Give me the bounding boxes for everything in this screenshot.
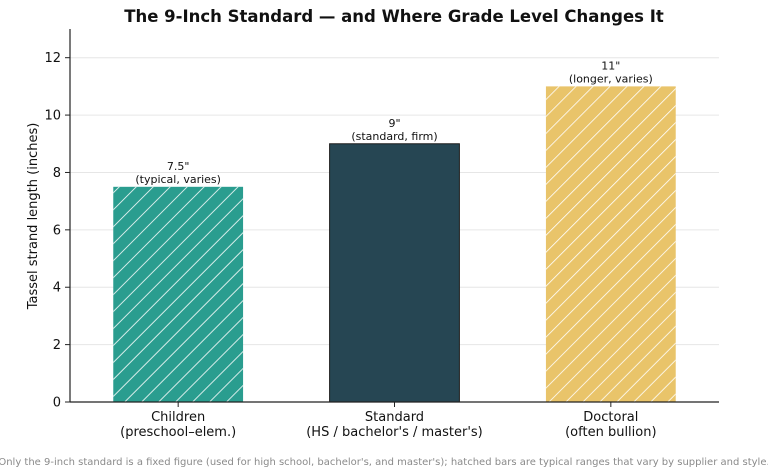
data-label: (typical, varies) [135, 173, 221, 186]
chart-caption: Only the 9-inch standard is a fixed figu… [0, 457, 768, 468]
y-tick-label: 4 [53, 281, 61, 296]
x-tick-label: (HS / bachelor's / master's) [306, 425, 483, 440]
y-tick-label: 12 [44, 51, 61, 66]
y-axis-ticks: 0 2 4 6 8 10 12 [44, 51, 70, 411]
data-label: 7.5" [167, 160, 190, 173]
chart-title: The 9-Inch Standard — and Where Grade Le… [124, 7, 664, 26]
x-tick-label: Children [151, 410, 205, 425]
bar-hatch [113, 186, 244, 402]
y-tick-label: 8 [53, 166, 61, 181]
x-tick-label: Standard [365, 410, 424, 425]
y-tick-label: 0 [53, 396, 61, 411]
x-tick-label: Doctoral [583, 410, 638, 425]
bar-hatch [545, 86, 676, 402]
x-tick-label: (often bullion) [565, 425, 656, 440]
y-tick-label: 6 [53, 223, 61, 238]
bars [113, 86, 676, 403]
y-axis-label: Tassel strand length (inches) [26, 123, 41, 311]
data-label: 11" [601, 59, 620, 72]
bar [329, 143, 460, 402]
y-tick-label: 2 [53, 338, 61, 353]
x-axis-ticks: Children(preschool–elem.) Standard(HS / b… [120, 402, 657, 440]
data-label: 9" [388, 117, 400, 130]
x-tick-label: (preschool–elem.) [120, 425, 236, 440]
data-label: (longer, varies) [569, 72, 653, 85]
y-tick-label: 10 [44, 109, 61, 124]
data-label: (standard, firm) [351, 130, 437, 143]
data-labels: 7.5"(typical, varies) 9"(standard, firm) 1… [135, 59, 652, 185]
